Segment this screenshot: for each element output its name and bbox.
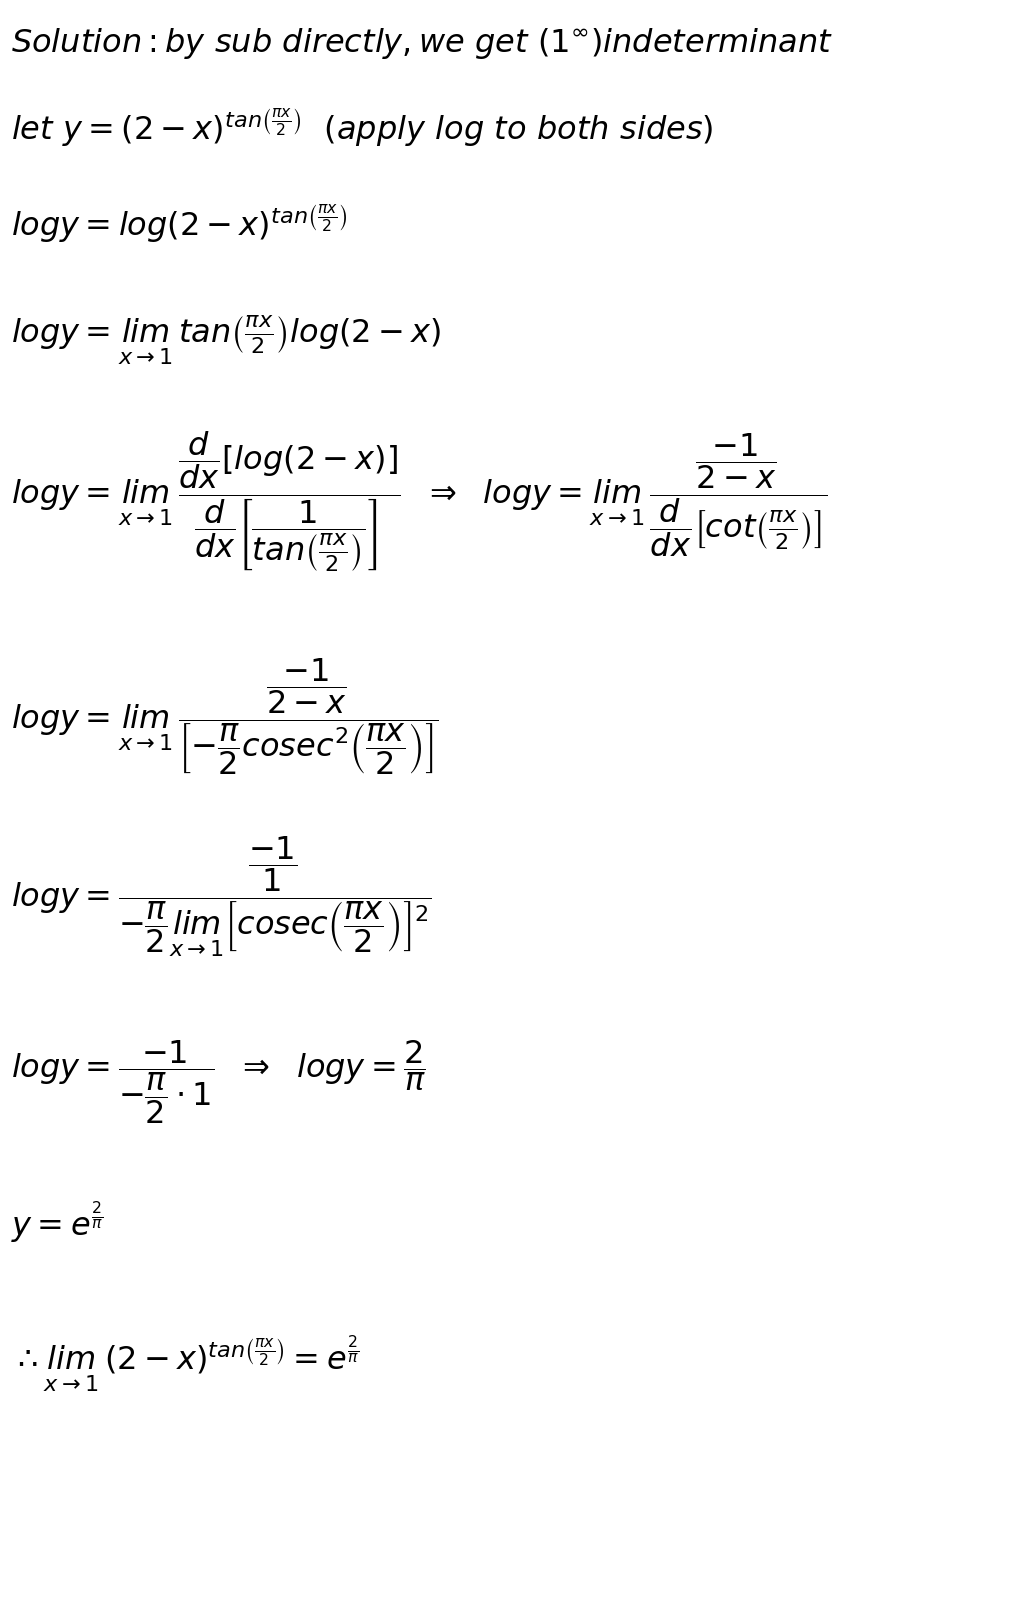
Text: $\mathit{logy=log(2-x)^{tan\left(\frac{\pi x}{2}\right)}}$: $\mathit{logy=log(2-x)^{tan\left(\frac{\…	[11, 202, 348, 246]
Text: $\mathit{logy=}\dfrac{-1}{-\dfrac{\pi}{2}\cdot 1}$  $\Rightarrow$  $\mathit{logy: $\mathit{logy=}\dfrac{-1}{-\dfrac{\pi}{2…	[11, 1037, 426, 1126]
Text: $\mathit{Solution: by\ sub\ directly, we\ get\ (1^{\infty})indeterminant}$: $\mathit{Solution: by\ sub\ directly, we…	[11, 26, 833, 61]
Text: $\mathit{logy=}\dfrac{\dfrac{-1}{1}}{-\dfrac{\pi}{2}\underset{x\to 1}{\mathit{li: $\mathit{logy=}\dfrac{\dfrac{-1}{1}}{-\d…	[11, 834, 433, 958]
Text: $\mathit{logy=}\underset{x\to 1}{\mathit{lim}}\,\dfrac{\dfrac{-1}{2-x}}{\left[-\: $\mathit{logy=}\underset{x\to 1}{\mathit…	[11, 656, 439, 777]
Text: $\mathit{y=e^{\frac{2}{\pi}}}$: $\mathit{y=e^{\frac{2}{\pi}}}$	[11, 1199, 103, 1246]
Text: $\therefore\underset{x\to 1}{\mathit{lim}}\,(2-x)^{\mathit{tan}\left(\frac{\pi x: $\therefore\underset{x\to 1}{\mathit{lim…	[11, 1333, 359, 1395]
Text: $\mathit{logy=}\underset{x\to 1}{\mathit{lim}}\,\dfrac{\dfrac{d}{dx}[\mathit{log: $\mathit{logy=}\underset{x\to 1}{\mathit…	[11, 428, 828, 574]
Text: $\mathit{let\ y=(2-x)^{tan\left(\frac{\pi x}{2}\right)}}$  $\mathit{(apply\ log\: $\mathit{let\ y=(2-x)^{tan\left(\frac{\p…	[11, 105, 714, 149]
Text: $\mathit{logy=}\underset{x\to 1}{\mathit{lim}}\,\mathit{tan}\left(\frac{\pi x}{2: $\mathit{logy=}\underset{x\to 1}{\mathit…	[11, 314, 442, 367]
